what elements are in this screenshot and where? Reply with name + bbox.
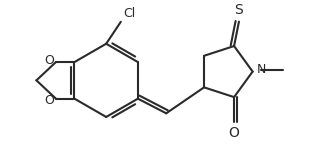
Text: O: O [45,94,55,107]
Text: Cl: Cl [123,7,135,20]
Text: S: S [235,3,243,17]
Text: O: O [229,126,240,140]
Text: N: N [257,63,266,76]
Text: O: O [45,54,55,67]
